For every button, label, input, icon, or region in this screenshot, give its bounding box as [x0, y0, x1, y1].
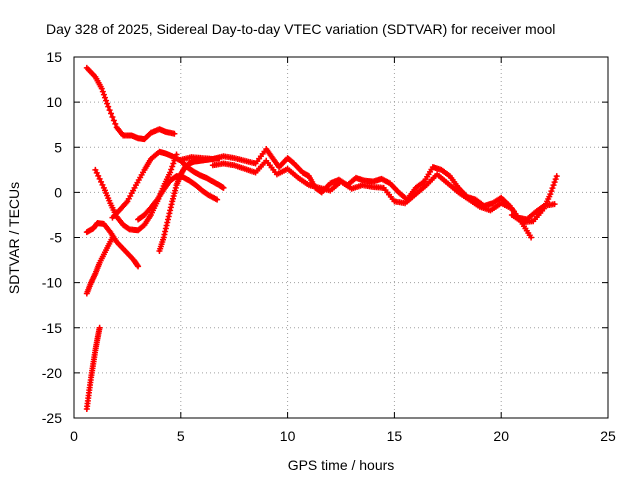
series-track-line: [211, 159, 533, 239]
x-tick-label: 0: [70, 428, 78, 444]
data-point-interp: [109, 114, 116, 121]
data-point-interp: [108, 110, 115, 117]
y-tick-label: -15: [42, 320, 62, 336]
data-point-interp: [170, 160, 177, 167]
x-tick-label: 20: [493, 428, 509, 444]
data-point-interp: [98, 178, 105, 185]
data-point-interp: [106, 107, 113, 114]
y-tick-label: 10: [46, 94, 62, 110]
data-point: [105, 103, 112, 110]
y-tick-label: -10: [42, 275, 62, 291]
data-point-interp: [93, 169, 100, 176]
series-track-5: [83, 324, 103, 412]
data-point: [167, 169, 174, 176]
data-point-interp: [104, 100, 111, 107]
data-point-interp: [548, 188, 555, 195]
data-point: [98, 85, 105, 92]
y-tick-label: 15: [46, 49, 62, 65]
data-point-interp: [550, 182, 557, 189]
x-axis-title: GPS time / hours: [288, 457, 395, 473]
data-point: [553, 173, 560, 180]
x-tick-label: 5: [177, 428, 185, 444]
data-point: [528, 234, 535, 241]
data-point: [109, 234, 116, 241]
x-tick-label: 25: [600, 428, 616, 444]
series-track-1: [83, 64, 178, 143]
data-point-interp: [168, 166, 175, 173]
data-point-interp: [552, 176, 559, 183]
data-point-interp: [95, 172, 102, 179]
data-point: [214, 196, 221, 203]
data-point-interp: [551, 179, 558, 186]
y-axis-title: SDTVAR / TECUs: [6, 182, 22, 294]
data-point-interp: [96, 175, 103, 182]
x-tick-label: 10: [280, 428, 296, 444]
data-point-interp: [99, 181, 106, 188]
data-point-interp: [169, 163, 176, 170]
data-point-interp: [112, 120, 119, 127]
data-point-interp: [123, 199, 130, 206]
data-point: [92, 166, 99, 173]
data-marks: [83, 64, 560, 412]
y-tick-label: -5: [50, 230, 63, 246]
series-track-10: [209, 157, 535, 241]
data-point-interp: [110, 117, 117, 124]
y-tick-label: 5: [54, 139, 62, 155]
data-point: [96, 324, 103, 331]
y-tick-label: -25: [42, 410, 62, 426]
data-point-interp: [100, 91, 107, 98]
data-point-interp: [549, 185, 556, 192]
data-point: [547, 191, 554, 198]
series-track-11: [508, 173, 560, 226]
y-tick-label: -20: [42, 365, 62, 381]
series-track-4: [83, 234, 116, 297]
data-point: [135, 263, 142, 270]
grid-lines: [74, 57, 608, 418]
series-track-3: [83, 220, 142, 270]
y-tick-label: 0: [54, 184, 62, 200]
data-point: [551, 201, 558, 208]
chart-title: Day 328 of 2025, Sidereal Day-to-day VTE…: [46, 21, 555, 37]
data-point-interp: [99, 88, 106, 95]
x-tick-label: 15: [387, 428, 403, 444]
axis-ticks: 0 5 10 15 20 25 -25 -20 -15 -10 -5 0 5 10 15: [42, 49, 616, 444]
data-point-interp: [103, 97, 110, 104]
data-point-interp: [101, 94, 108, 101]
data-point: [220, 184, 227, 191]
data-point: [171, 130, 178, 137]
